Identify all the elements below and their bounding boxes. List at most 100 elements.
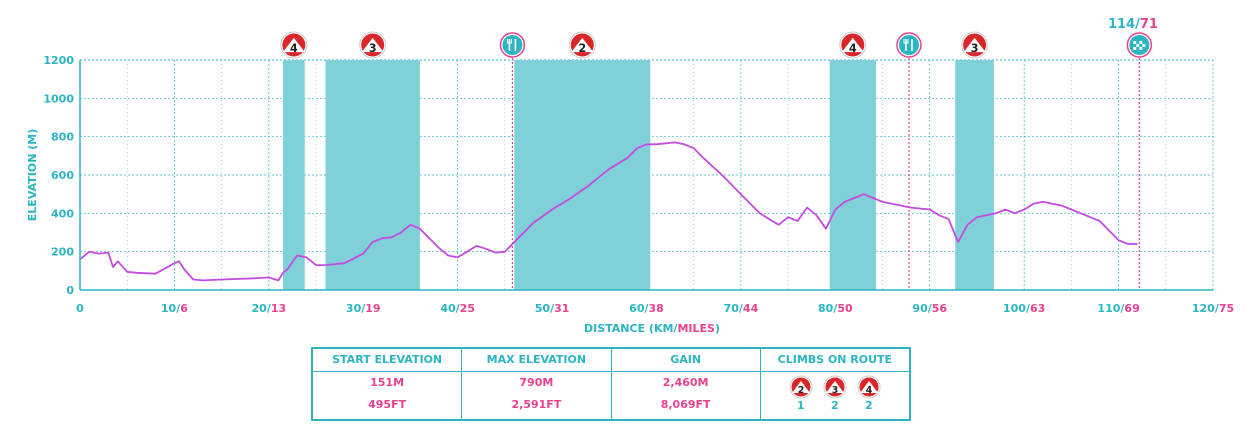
x-tick-sep: / [176, 302, 181, 315]
max-elevation-column: MAX ELEVATION 790M 2,591FT [462, 349, 612, 419]
x-tick-label: 50/31 [535, 302, 570, 315]
x-tick-sep: / [928, 302, 933, 315]
climb-category-4-icon: 4 [857, 375, 881, 399]
route-stats-table: START ELEVATION 151M 495FT MAX ELEVATION… [311, 347, 911, 421]
gain-column: GAIN 2,460M 8,069FT [611, 349, 761, 419]
x-tick-mi: 44 [743, 302, 759, 315]
x-tick-km: 0 [76, 302, 84, 315]
y-tick-label: 600 [51, 169, 74, 182]
x-tick-sep: / [644, 302, 649, 315]
y-tick-label: 200 [51, 246, 74, 259]
x-tick-label: 20/13 [252, 302, 287, 315]
y-axis-title: ELEVATION (M) [26, 129, 39, 221]
x-axis-title: DISTANCE (KM/MILES) [584, 322, 720, 335]
x-tick-sep: / [550, 302, 555, 315]
climb-zone-4 [282, 60, 305, 290]
x-tick-label: 70/44 [724, 302, 759, 315]
x-tick-sep: / [267, 302, 272, 315]
start-elevation-column: START ELEVATION 151M 495FT [313, 349, 463, 419]
marker-lines [511, 54, 1140, 290]
start-elevation-ft: 495FT [368, 398, 407, 411]
x-axis-title-close: ) [715, 322, 720, 335]
x-tick-mi: 75 [1219, 302, 1234, 315]
x-tick-km: 20 [252, 302, 268, 315]
finish-distance-label: 114/71 [1108, 17, 1158, 32]
x-tick-mi: 63 [1030, 302, 1045, 315]
gain-m: 2,460M [662, 376, 709, 389]
x-tick-label: 110/69 [1097, 302, 1139, 315]
x-tick-km: 10 [161, 302, 177, 315]
finish-flag-icon [1126, 32, 1153, 58]
x-tick-mi: 13 [271, 302, 286, 315]
max-elevation-header: MAX ELEVATION [462, 349, 611, 372]
climb-category-3-icon: 3 [823, 375, 847, 399]
climb-category-3-icon: 3 [961, 31, 989, 59]
climb-icon-number: 2 [578, 42, 586, 55]
elevation-line-group [79, 141, 1138, 282]
x-tick-km: 50 [535, 302, 551, 315]
x-tick-label: 100/63 [1003, 302, 1045, 315]
climbs-header: CLIMBS ON ROUTE [760, 349, 909, 372]
y-tick-label: 1200 [43, 54, 74, 67]
finish-mi: 71 [1140, 17, 1158, 32]
x-tick-sep: / [1120, 302, 1125, 315]
max-elevation-ft: 2,591FT [511, 398, 562, 411]
gain-ft: 8,069FT [660, 398, 711, 411]
x-tick-label: 90/56 [912, 302, 947, 315]
climb-icon-number: 2 [798, 385, 805, 396]
elevation-line [79, 141, 1138, 282]
max-elevation-m: 790M [519, 376, 554, 389]
x-tick-label: 80/50 [818, 302, 853, 315]
x-axis-title-km: DISTANCE (KM/ [584, 322, 678, 335]
x-tick-label: 10/6 [161, 302, 188, 315]
x-tick-mi: 50 [837, 302, 853, 315]
x-tick-label: 30/19 [346, 302, 381, 315]
grid [80, 59, 1214, 291]
climb-icon-number: 3 [971, 42, 979, 55]
x-tick-mi: 31 [554, 302, 569, 315]
x-tick-label: 40/25 [440, 302, 475, 315]
gain-header: GAIN [611, 349, 760, 372]
climb-icon-number: 4 [866, 385, 873, 396]
x-tick-label: 0 [76, 302, 84, 315]
x-tick-sep: / [1026, 302, 1031, 315]
x-axis-title-miles: MILES [677, 322, 715, 335]
x-tick-km: 120 [1192, 302, 1215, 315]
finish-km: 114 [1108, 17, 1135, 32]
food-station-icon [499, 32, 526, 58]
x-tick-km: 70 [724, 302, 740, 315]
climb-category-4-icon: 4 [839, 31, 867, 59]
x-tick-km: 110 [1097, 302, 1120, 315]
climb-icon-number: 3 [369, 42, 377, 55]
x-tick-label: 60/38 [629, 302, 664, 315]
climb-count: 1 [797, 399, 805, 412]
x-tick-km: 100 [1003, 302, 1026, 315]
x-tick-km: 30 [346, 302, 362, 315]
start-elevation-header: START ELEVATION [313, 349, 462, 372]
x-tick-mi: 19 [365, 302, 380, 315]
climb-category-3-icon: 3 [359, 31, 387, 59]
x-tick-label: 120/75 [1192, 302, 1234, 315]
climb-zone-3 [325, 60, 420, 290]
x-tick-mi: 25 [460, 302, 475, 315]
climb-category-4-icon: 4 [280, 31, 308, 59]
x-tick-km: 80 [818, 302, 834, 315]
x-tick-sep: / [361, 302, 366, 315]
climb-icon-number: 4 [849, 42, 857, 55]
start-elevation-m: 151M [370, 376, 405, 389]
x-tick-sep: / [1215, 302, 1220, 315]
route-icons: 4 3 2 4 3 [280, 31, 1153, 59]
climb-zone-3 [955, 60, 994, 290]
climb-zone-4 [829, 60, 876, 290]
y-tick-label: 0 [66, 284, 74, 297]
finish-sep: / [1135, 17, 1140, 32]
y-tick-label: 1000 [43, 92, 74, 105]
x-tick-km: 60 [629, 302, 645, 315]
x-tick-sep: / [456, 302, 461, 315]
